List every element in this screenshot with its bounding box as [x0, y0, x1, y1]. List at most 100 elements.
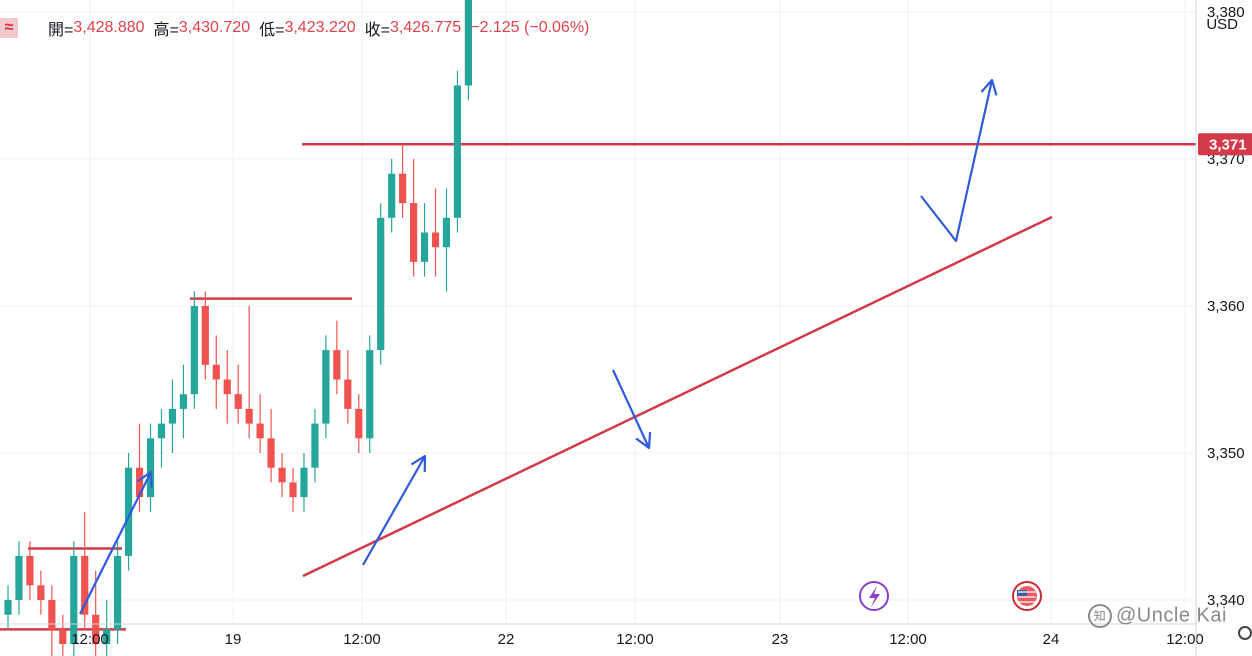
candle-body: [157, 423, 166, 439]
y-tick-label: 3,340: [1207, 592, 1245, 609]
candle-body: [399, 173, 407, 204]
arrow-drawing: [362, 454, 427, 566]
candle-body: [168, 408, 177, 424]
candle-body: [453, 85, 462, 218]
lightning-icon: [869, 586, 880, 607]
zhihu-icon: 知: [1088, 604, 1112, 628]
arrow-drawing: [920, 78, 998, 243]
candle-down: [256, 394, 264, 453]
candle-body: [81, 555, 89, 615]
arrow-drawing: [612, 369, 652, 450]
low-label: 低=: [259, 22, 285, 39]
candle-down: [37, 570, 45, 615]
change-value: −2.125 (−0.06%): [470, 19, 590, 36]
us-flag-event-icon: [1012, 581, 1042, 611]
candle-up: [190, 291, 198, 409]
candle-down: [81, 511, 89, 630]
open-value: 3,428.880: [73, 19, 145, 36]
candle-up: [15, 541, 23, 615]
candle-body: [256, 423, 264, 439]
x-tick-label: 24: [1043, 631, 1060, 648]
candle-body: [59, 629, 67, 645]
arrow-shaft: [612, 369, 650, 449]
candle-up: [442, 188, 451, 292]
candle-up: [168, 379, 177, 453]
y-tick-label: 3,360: [1207, 298, 1245, 315]
x-tick-label: 12:00: [889, 631, 927, 648]
candle-down: [399, 144, 407, 218]
candle-down: [289, 467, 297, 512]
close-label: 收=: [364, 22, 390, 39]
open-label: 開=: [48, 22, 74, 39]
candle-body: [201, 306, 209, 365]
arrow-head: [137, 470, 153, 489]
candle-body: [267, 438, 275, 468]
symbol-logo-icon[interactable]: ≈: [0, 18, 18, 38]
drawings: [79, 78, 1042, 615]
high-value: 3,430.720: [178, 19, 251, 36]
support-resistance-levels: [0, 143, 1196, 631]
low-value: 3,423.220: [284, 19, 356, 36]
candle-body: [234, 394, 242, 409]
candle-body: [344, 379, 352, 409]
candle-down: [223, 350, 231, 424]
arrow-shaft: [79, 471, 152, 615]
candle-up: [146, 423, 155, 512]
x-tick-label: 12:00: [343, 631, 381, 648]
candle-body: [355, 408, 363, 439]
candle-up: [157, 408, 166, 468]
candle-body: [37, 585, 45, 600]
watermark: 知 @Uncle Kai: [1088, 604, 1227, 628]
arrow-shaft: [362, 455, 426, 566]
candle-body: [278, 467, 286, 483]
candle-body: [114, 555, 122, 630]
candle-body: [124, 467, 133, 556]
currency-label[interactable]: USD: [1206, 16, 1238, 33]
candles: [4, 0, 473, 656]
candle-down: [201, 291, 209, 380]
candle-up: [4, 585, 12, 630]
badge-bg: [1198, 133, 1252, 156]
candle-down: [245, 306, 253, 439]
candle-down: [59, 614, 67, 656]
candle-down: [26, 541, 34, 600]
candle-up: [322, 335, 330, 439]
settings-icon[interactable]: [1238, 626, 1252, 640]
candle-down: [333, 320, 341, 395]
candle-body: [4, 600, 12, 615]
candle-down: [431, 188, 440, 277]
flag-canton: [1017, 590, 1027, 596]
arrow-shaft: [920, 79, 994, 243]
x-tick-label: 12:00: [616, 631, 654, 648]
candle-down: [234, 364, 242, 424]
candle-body: [300, 467, 308, 498]
badge-text: 3,371: [1209, 136, 1247, 153]
watermark-text: @Uncle Kai: [1116, 604, 1227, 627]
grid: [0, 0, 1196, 624]
candle-body: [420, 232, 429, 262]
candle-body: [103, 629, 111, 645]
candle-body: [442, 217, 451, 248]
x-tick-label: 19: [225, 631, 242, 648]
candle-body: [48, 600, 56, 630]
price-level-badge: 3,371: [1198, 133, 1252, 156]
lightning-event-icon: [859, 581, 889, 611]
close-value: 3,426.775: [390, 19, 462, 36]
candle-body: [431, 232, 440, 248]
ohlc-legend: ≈ 開= 3,428.880 高= 3,430.720 低= 3,423.220 收=…: [0, 16, 589, 40]
arrow-head: [980, 78, 998, 96]
x-tick-label: 23: [772, 631, 789, 648]
candle-down: [344, 350, 352, 424]
candle-body: [388, 173, 396, 218]
arrow-head: [410, 454, 427, 473]
candle-down: [92, 570, 100, 656]
candle-up: [179, 364, 187, 439]
arrow-drawing: [79, 470, 153, 615]
arrow-head: [635, 431, 652, 450]
candle-up: [366, 335, 374, 453]
candle-down: [278, 453, 286, 498]
candle-down: [48, 585, 56, 656]
candle-body: [135, 467, 144, 498]
